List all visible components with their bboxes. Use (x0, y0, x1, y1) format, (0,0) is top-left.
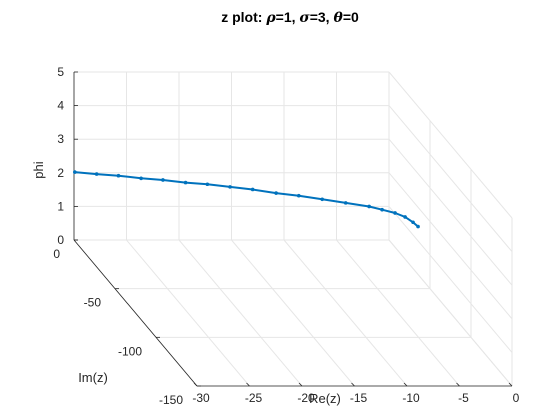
x-tick-label: -20 (297, 391, 315, 405)
floor-gridline-x (126, 239, 250, 387)
data-point (183, 180, 188, 185)
data-point (250, 187, 255, 192)
z-tick-label: 4 (57, 99, 64, 113)
data-point (161, 178, 165, 182)
z-tick-label: 2 (57, 166, 64, 180)
data-point (296, 193, 301, 198)
x-tick-label: -30 (192, 391, 210, 405)
side-wall-gridline-z (388, 239, 513, 387)
x-tick-mark (193, 382, 198, 387)
data-point (320, 197, 325, 202)
x-tick-label: -5 (458, 391, 469, 405)
x-tick-label: 0 (513, 391, 520, 405)
x-tick-mark (351, 382, 355, 387)
y-tick-label: -100 (118, 344, 142, 358)
z-tick-label: 3 (57, 132, 64, 146)
data-point (343, 201, 348, 205)
x-tick-label: -25 (245, 391, 263, 405)
floor-gridline-x (336, 239, 460, 387)
floor-gridline-x (283, 239, 408, 387)
title-theta-value: =0 (343, 9, 359, 25)
x-tick-mark (508, 382, 513, 387)
title-rho-symbol: ρ (265, 10, 276, 26)
data-point (73, 170, 77, 174)
y-tick-label: -50 (84, 296, 102, 310)
x-tick-label: -10 (402, 391, 420, 405)
data-point (205, 182, 210, 187)
title-theta-symbol: θ (333, 10, 343, 26)
z-tick-label: 1 (57, 199, 64, 213)
title-sigma-value: =3, (310, 9, 334, 25)
chart-title: z plot: ρ=1, σ=3, θ=0 (221, 9, 359, 26)
z-axis-label: phi (31, 161, 46, 178)
x-tick-label: -15 (350, 391, 368, 405)
x-tick-mark (298, 382, 303, 387)
data-point (416, 224, 420, 229)
axes-frame (73, 71, 513, 387)
data-point (367, 204, 371, 209)
floor-gridline-x (231, 239, 355, 387)
x-tick-mark (403, 382, 408, 387)
x-tick-mark (456, 382, 460, 387)
side-wall-gridline-z (388, 172, 513, 320)
data-point (116, 173, 121, 178)
data-point (228, 185, 232, 189)
side-wall-gridline-z (388, 105, 513, 252)
data-point (139, 176, 143, 181)
side-wall-gridline-z (388, 206, 513, 353)
side-wall-gridline-z (388, 138, 513, 286)
floor-gridline-x (178, 239, 303, 387)
y-axis-line (73, 239, 198, 387)
side-wall-gridline-z (388, 71, 513, 219)
x-tick-mark (246, 382, 250, 387)
data-point (393, 211, 397, 215)
y-axis-label: Im(z) (78, 370, 108, 385)
data-point (403, 215, 407, 219)
data-point (94, 172, 99, 176)
y-tick-label: 0 (53, 247, 60, 261)
y-tick-label: -150 (159, 393, 183, 407)
data-point (411, 220, 415, 225)
data-point (380, 207, 384, 212)
z-tick-label: 5 (57, 65, 64, 79)
title-sigma-symbol: σ (299, 10, 310, 26)
x-axis-label: Re(z) (309, 391, 341, 406)
title-rho-value: =1, (276, 9, 300, 25)
plot-area (73, 170, 420, 229)
data-point (274, 191, 278, 195)
title-prefix: z plot: (221, 9, 266, 25)
z-tick-label: 0 (57, 233, 64, 247)
